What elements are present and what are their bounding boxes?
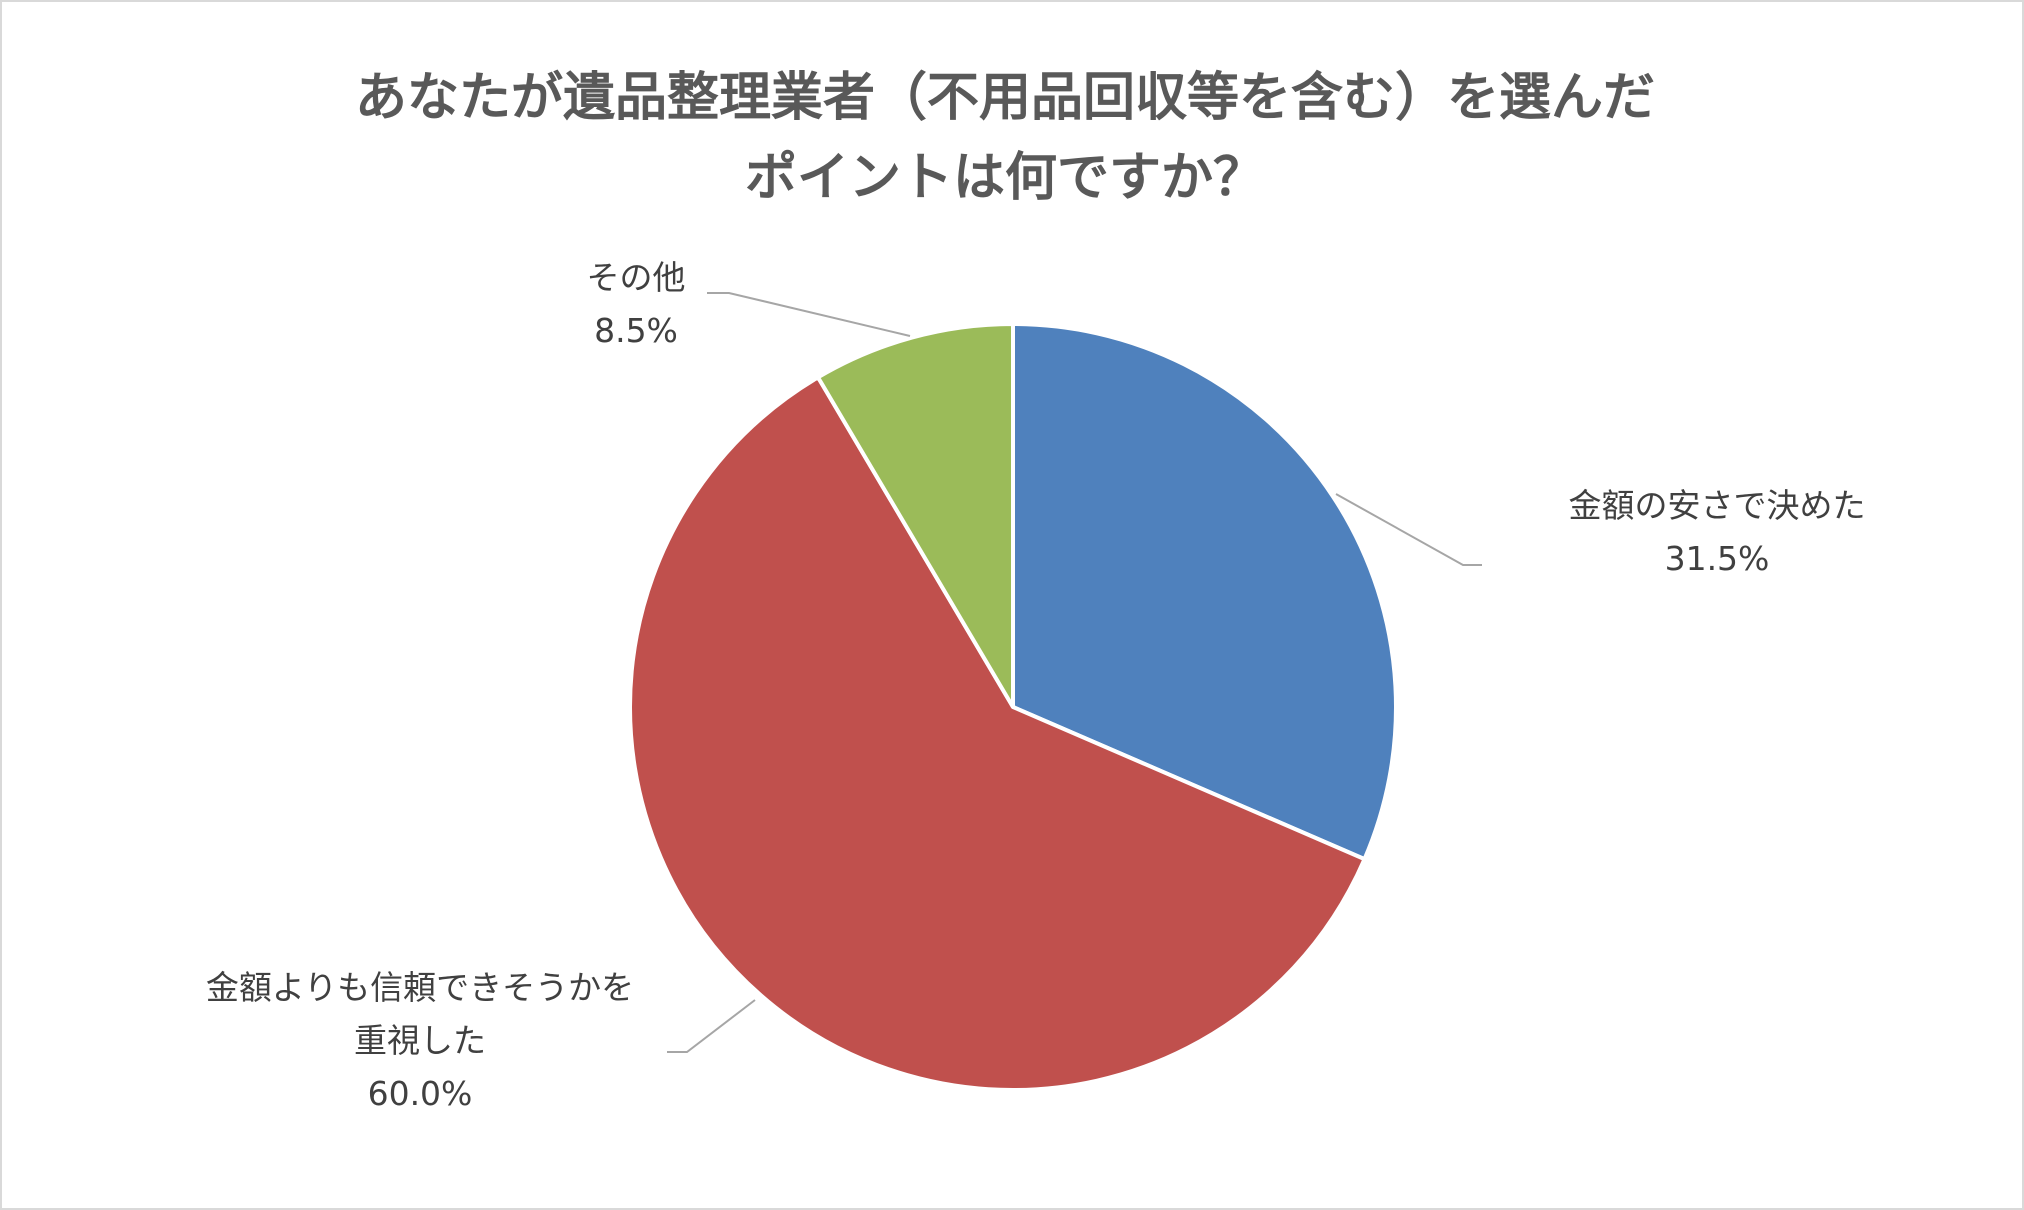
data-label: 金額よりも信頼できそうかを重視した 60.0% <box>200 962 640 1120</box>
value-label: 31.5% <box>1664 538 1770 578</box>
pie-slice <box>628 375 1367 1092</box>
category-label: その他 <box>586 258 686 297</box>
pie-slice <box>816 322 1015 709</box>
category-label: 金額の安さで決めた <box>1568 486 1866 525</box>
data-label: その他 8.5% <box>587 252 686 358</box>
data-label: 金額の安さで決めた 31.5% <box>1569 480 1866 586</box>
pie <box>628 322 1398 1092</box>
leader-line <box>667 999 756 1053</box>
pie-slice <box>1011 322 1398 862</box>
leader-line <box>1335 493 1482 566</box>
leader-line <box>707 292 911 337</box>
chart-title: あなたが遺品整理業者（不用品回収等を含む）を選んだ <box>355 68 1655 128</box>
value-label: 8.5% <box>594 310 678 350</box>
category-label: 金額よりも信頼できそうかを重視した <box>205 968 635 1060</box>
value-label: 60.0% <box>367 1073 473 1113</box>
chart-title: ポイントは何ですか？ <box>745 148 1265 208</box>
